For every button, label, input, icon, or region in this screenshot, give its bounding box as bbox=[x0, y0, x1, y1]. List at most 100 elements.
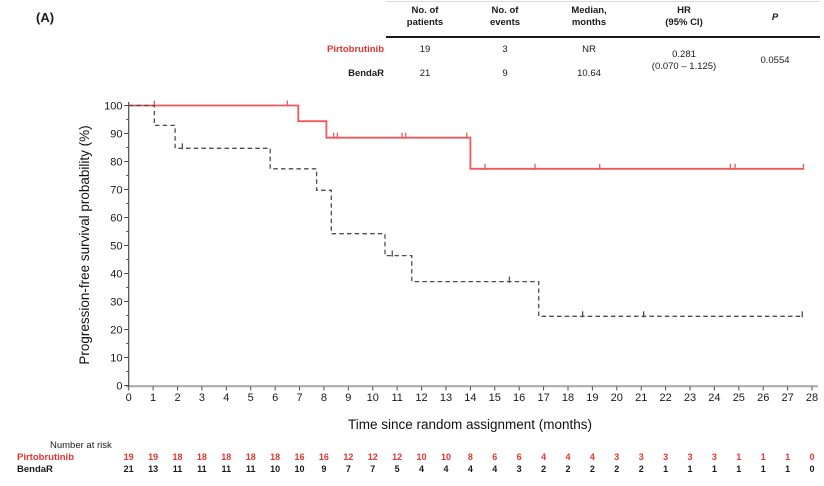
risk-count: 7 bbox=[370, 464, 376, 474]
risk-count: 1 bbox=[736, 452, 742, 462]
pirtobrutinib-events: 3 bbox=[502, 44, 508, 55]
svg-text:23: 23 bbox=[684, 392, 696, 404]
hr-ci: (0.070 – 1.125) bbox=[651, 61, 717, 72]
svg-text:70: 70 bbox=[110, 185, 122, 197]
p-value: 0.0554 bbox=[760, 55, 790, 66]
bendar-patients: 21 bbox=[419, 68, 431, 79]
svg-text:6: 6 bbox=[272, 392, 278, 404]
svg-text:3: 3 bbox=[199, 392, 205, 404]
risk-count: 3 bbox=[663, 452, 669, 462]
svg-text:26: 26 bbox=[757, 392, 769, 404]
risk-count: 18 bbox=[245, 452, 256, 462]
risk-count: 3 bbox=[516, 464, 522, 474]
svg-text:20: 20 bbox=[110, 325, 122, 337]
risk-count: 16 bbox=[294, 452, 305, 462]
risk-count: 12 bbox=[367, 452, 378, 462]
risk-count: 10 bbox=[270, 464, 281, 474]
bendar-median: 10.64 bbox=[577, 68, 601, 79]
bendar-events: 9 bbox=[502, 68, 508, 79]
risk-count: 4 bbox=[419, 464, 425, 474]
hr-value: 0.281 bbox=[672, 49, 696, 60]
risk-count: 11 bbox=[197, 464, 207, 474]
pirtobrutinib-patients: 19 bbox=[419, 44, 431, 55]
risk-count: 3 bbox=[687, 452, 693, 462]
svg-text:100: 100 bbox=[104, 101, 122, 113]
col-header-hr: HR (95% CI) bbox=[665, 5, 703, 28]
svg-text:80: 80 bbox=[110, 157, 122, 169]
risk-count: 18 bbox=[270, 452, 281, 462]
svg-text:16: 16 bbox=[513, 392, 525, 404]
risk-count: 4 bbox=[443, 464, 449, 474]
risk-count: 6 bbox=[492, 452, 498, 462]
x-axis-ticks: 0 1 2 3 4 5 6 7 8 9 10 11 12 13 14 15 16 17 18 19 20 21 22 23 24… bbox=[126, 386, 818, 404]
svg-text:15: 15 bbox=[489, 392, 501, 404]
col-header-events: No. of events bbox=[489, 5, 521, 28]
svg-text:9: 9 bbox=[345, 392, 351, 404]
y-axis-label: Progression-free survival probability (%… bbox=[77, 125, 92, 364]
svg-text:10: 10 bbox=[110, 353, 122, 365]
risk-count: 1 bbox=[760, 452, 766, 462]
risk-row-label-pirtobrutinib: Pirtobrutinib bbox=[17, 452, 74, 463]
svg-text:8: 8 bbox=[321, 392, 327, 404]
risk-count: 10 bbox=[440, 452, 451, 462]
risk-count: 1 bbox=[760, 464, 766, 474]
svg-text:10: 10 bbox=[367, 392, 379, 404]
summary-row-label-pirtobrutinib: Pirtobrutinib bbox=[327, 44, 384, 55]
risk-count: 18 bbox=[172, 452, 183, 462]
risk-count: 4 bbox=[589, 452, 595, 462]
summary-table-top-rule bbox=[386, 1, 820, 2]
risk-count: 5 bbox=[394, 464, 400, 474]
risk-count: 4 bbox=[565, 452, 571, 462]
svg-text:19: 19 bbox=[586, 392, 598, 404]
risk-count: 11 bbox=[245, 464, 256, 474]
risk-count: 7 bbox=[345, 464, 351, 474]
risk-count: 21 bbox=[123, 464, 134, 474]
risk-count: 4 bbox=[492, 464, 498, 474]
risk-count: 16 bbox=[318, 452, 329, 462]
svg-text:0: 0 bbox=[116, 381, 122, 393]
risk-table-title: Number at risk bbox=[50, 440, 112, 451]
risk-count: 18 bbox=[196, 452, 207, 462]
risk-count: 13 bbox=[148, 464, 159, 474]
risk-count: 2 bbox=[614, 464, 620, 474]
svg-text:4: 4 bbox=[223, 392, 229, 404]
risk-count: 0 bbox=[809, 452, 815, 462]
axes bbox=[126, 102, 818, 388]
x-axis-label: Time since random assignment (months) bbox=[348, 417, 592, 432]
risk-count: 3 bbox=[614, 452, 620, 462]
risk-count: 1 bbox=[785, 464, 791, 474]
svg-text:90: 90 bbox=[110, 129, 122, 141]
risk-count: 19 bbox=[123, 452, 134, 462]
risk-count: 1 bbox=[711, 464, 717, 474]
svg-text:5: 5 bbox=[248, 392, 254, 404]
pirtobrutinib-median: NR bbox=[582, 44, 596, 55]
risk-count: 0 bbox=[809, 464, 815, 474]
risk-count: 11 bbox=[172, 464, 183, 474]
col-header-p: P bbox=[771, 12, 779, 23]
risk-count: 19 bbox=[148, 452, 159, 462]
svg-text:25: 25 bbox=[733, 392, 745, 404]
series-pirtobrutinib bbox=[128, 100, 805, 170]
svg-text:0: 0 bbox=[126, 392, 132, 404]
risk-count: 2 bbox=[541, 464, 547, 474]
risk-count: 3 bbox=[711, 452, 717, 462]
risk-count: 2 bbox=[638, 464, 644, 474]
risk-row-label-bendar: BendaR bbox=[17, 464, 53, 475]
risk-count: 4 bbox=[467, 464, 473, 474]
risk-count: 4 bbox=[541, 452, 547, 462]
risk-count: 8 bbox=[467, 452, 473, 462]
risk-count: 2 bbox=[565, 464, 571, 474]
svg-text:20: 20 bbox=[611, 392, 623, 404]
svg-text:17: 17 bbox=[537, 392, 549, 404]
risk-count: 10 bbox=[294, 464, 305, 474]
svg-text:13: 13 bbox=[440, 392, 452, 404]
y-axis-ticks: 0 10 20 30 40 50 60 70 80 90 100 bbox=[104, 101, 129, 393]
risk-count: 10 bbox=[416, 452, 427, 462]
risk-count: 12 bbox=[392, 452, 403, 462]
summary-row-label-bendar: BendaR bbox=[348, 68, 384, 79]
svg-text:12: 12 bbox=[415, 392, 427, 404]
svg-text:18: 18 bbox=[562, 392, 574, 404]
svg-text:28: 28 bbox=[806, 392, 818, 404]
panel-label: (A) bbox=[36, 10, 55, 25]
